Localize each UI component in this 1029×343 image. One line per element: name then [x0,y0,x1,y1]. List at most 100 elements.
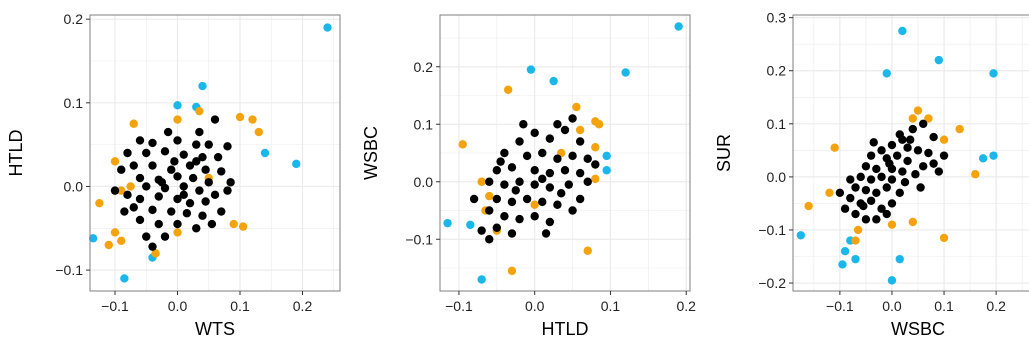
data-point [861,215,871,224]
data-point [207,219,217,229]
data-point [198,81,207,91]
data-point [594,120,604,129]
data-point [530,128,539,138]
data-point [583,246,592,255]
data-point [204,140,213,149]
data-point [185,161,195,170]
data-point [500,180,509,189]
data-point [117,165,126,174]
y-tick-label: 0.2 [767,63,787,79]
data-point [602,151,611,161]
plot-background [793,15,1029,291]
data-point [120,274,129,283]
data-point [500,148,509,158]
data-point [515,177,524,186]
data-point [160,147,170,156]
data-point [492,194,502,204]
data-point [971,170,980,179]
data-point [887,199,897,208]
data-point [485,235,494,244]
data-point [674,22,683,31]
panel-border [89,14,341,292]
y-axis-title: SUR [714,134,734,172]
data-point [210,190,220,200]
data-point [292,159,301,169]
data-point [924,148,933,158]
data-point [110,186,120,195]
data-point [530,212,539,221]
x-axis-title: HTLD [541,319,588,339]
data-point [911,170,920,179]
data-point [522,151,532,161]
data-point [872,188,881,198]
data-point [869,138,878,147]
data-point [507,163,517,172]
y-tick-label: 0.1 [767,116,787,132]
data-point [804,201,813,211]
data-point [887,276,897,285]
scatter-panel: −0.1 0.0 0.1 0.2 −0.1 0.0 0.1 0.2 WTS HTLD [6,11,341,339]
x-tick-label: −0.1 [826,298,854,314]
data-point [129,203,138,212]
y-tick-label: 0.0 [767,169,787,185]
y-tick-label: 0.2 [64,11,84,27]
data-point [160,232,170,241]
data-point [939,151,949,160]
data-point [830,143,839,152]
data-point [882,209,891,219]
data-point [568,114,577,123]
panel-border [439,14,691,292]
data-point [553,154,562,163]
y-tick-label: −0.1 [405,231,433,247]
data-point [235,112,245,122]
data-point [838,260,847,269]
data-point [492,223,502,232]
data-point [173,115,182,124]
data-point [477,226,486,235]
data-point [583,154,592,163]
data-point [895,188,904,198]
data-point [443,218,452,228]
data-point [173,136,182,145]
data-point [877,146,886,155]
data-point [110,157,120,166]
scatter-panel: −0.1 0.0 0.1 0.2 −0.2 −0.1 0.0 0.1 0.2 0.3 WSBC SUR [714,10,1029,339]
data-point [167,165,176,174]
data-point [564,180,573,189]
data-point [148,138,157,148]
data-point [198,152,207,162]
data-point [135,173,145,183]
data-point [210,115,220,124]
data-point [154,219,163,229]
data-point [142,148,151,158]
data-point [254,127,263,137]
data-point [469,194,479,204]
data-point [557,189,566,198]
data-point [583,177,592,186]
data-point [892,151,902,160]
data-point [192,157,201,166]
data-point [195,127,204,137]
data-point [163,127,173,137]
data-point [989,69,998,78]
data-point [885,159,894,168]
data-point [503,85,513,94]
y-tick-label: −0.1 [55,262,83,278]
data-point [522,194,532,204]
data-point [538,174,547,184]
data-point [846,175,855,184]
data-point [173,101,182,110]
data-point [213,152,223,162]
x-tick-label: 0.0 [882,298,902,314]
data-point [553,120,562,129]
data-point [846,193,855,203]
data-point [248,115,257,124]
data-point [575,137,585,146]
data-point [477,177,486,186]
data-point [117,186,126,195]
data-point [173,194,182,204]
y-tick-label: −0.2 [758,275,786,291]
data-point [575,168,585,178]
data-point [900,177,910,187]
